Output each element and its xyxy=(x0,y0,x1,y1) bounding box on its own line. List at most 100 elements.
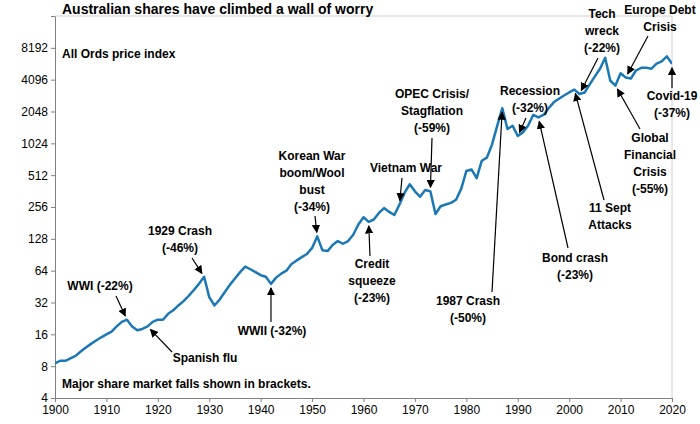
y-tick-label: 4096 xyxy=(21,73,48,87)
y-tick-label: 8 xyxy=(41,360,48,374)
y-tick-mark xyxy=(51,175,55,176)
x-tick-mark xyxy=(569,398,570,402)
annotation-arrow xyxy=(369,226,370,256)
y-tick-label: 32 xyxy=(35,296,49,310)
x-tick-label: 1910 xyxy=(94,403,121,417)
x-tick: 2000 xyxy=(556,398,583,417)
x-tick-label: 1990 xyxy=(505,403,532,417)
annotation-text: Covid-19 xyxy=(647,89,698,103)
annotation-text: Financial xyxy=(624,148,676,162)
annotation-arrow xyxy=(628,36,648,74)
annotation-arrow xyxy=(192,258,202,273)
annotation-arrow xyxy=(617,89,640,129)
x-tick-mark xyxy=(621,398,622,402)
x-tick: 1980 xyxy=(453,398,480,417)
x-axis-line xyxy=(56,399,673,403)
y-tick: 16 xyxy=(35,328,55,342)
annotation-text: Attacks xyxy=(588,218,632,232)
annotation-text: squeeze xyxy=(348,274,396,288)
y-tick: 4096 xyxy=(21,73,55,87)
annotation-text: Global xyxy=(631,131,668,145)
x-tick-mark xyxy=(415,398,416,402)
annotation-text: Korean War xyxy=(279,149,346,163)
annotation: 1929 Crash(-46%) xyxy=(148,224,212,273)
annotation: Recession(-32%) xyxy=(500,84,560,132)
annotation-text: (-32%) xyxy=(512,101,548,115)
annotation-text: Credit xyxy=(355,257,390,271)
annotation-text: (-59%) xyxy=(414,121,450,135)
x-tick-label: 2020 xyxy=(659,403,686,417)
annotation-text: Crisis xyxy=(633,165,667,179)
annotation-text: (-23%) xyxy=(354,291,390,305)
annotation: WWI (-22%) xyxy=(67,279,132,316)
y-tick-label: 512 xyxy=(28,169,48,183)
y-tick-mark xyxy=(51,303,55,304)
annotation: Spanish flu xyxy=(150,329,237,365)
chart: 4816326412825651210242048409681921900191… xyxy=(0,0,700,424)
annotation-arrow xyxy=(519,118,526,132)
annotation-text: WWI (-22%) xyxy=(67,279,132,293)
y-tick: 8192 xyxy=(21,41,55,55)
x-tick-mark xyxy=(672,398,673,402)
annotation-arrow xyxy=(581,58,598,90)
y-tick: 8 xyxy=(41,360,55,374)
y-tick: 64 xyxy=(35,264,55,278)
annotation-arrow xyxy=(315,216,317,232)
y-tick-mark xyxy=(51,366,55,367)
annotation: Covid-19(-37%) xyxy=(647,68,698,120)
annotation-arrow xyxy=(671,68,672,88)
y-tick-mark xyxy=(51,334,55,335)
y-tick: 512 xyxy=(28,169,55,183)
x-tick: 1950 xyxy=(299,398,326,417)
y-tick-label: 16 xyxy=(35,328,49,342)
annotation-arrow xyxy=(150,329,172,352)
annotation-arrow xyxy=(116,296,125,316)
x-tick-label: 2000 xyxy=(556,403,583,417)
x-tick-mark xyxy=(312,398,313,402)
annotation-text: 11 Sept xyxy=(589,201,631,215)
x-tick: 1900 xyxy=(42,398,69,417)
annotation-text: bust xyxy=(299,183,324,197)
y-tick: 32 xyxy=(35,296,55,310)
annotation-text: 1987 Crash xyxy=(436,294,500,308)
annotation-text: (-23%) xyxy=(557,268,593,282)
x-tick-mark xyxy=(158,398,159,402)
y-tick-mark xyxy=(51,398,55,399)
title: Australian shares have climbed a wall of… xyxy=(62,1,373,17)
x-tick: 1960 xyxy=(351,398,378,417)
x-tick-label: 1900 xyxy=(42,403,69,417)
y-tick-label: 2048 xyxy=(21,105,48,119)
annotation-text: (-55%) xyxy=(632,182,668,196)
x-tick-label: 1960 xyxy=(351,403,378,417)
x-tick-label: 2010 xyxy=(608,403,635,417)
annotation-arrow xyxy=(492,112,502,292)
y-tick-mark xyxy=(51,143,55,144)
x-axis: 1900191019201930194019501960197019801990… xyxy=(42,398,686,417)
annotation: WWII (-32%) xyxy=(238,288,307,338)
annotations: WWI (-22%) Spanish flu 1929 Crash(-46%) WWI… xyxy=(67,3,697,365)
y-tick-mark xyxy=(51,112,55,113)
annotation: Korean Warboom/Woolbust(-34%) xyxy=(279,149,346,232)
x-tick: 1970 xyxy=(402,398,429,417)
annotation-text: Bond crash xyxy=(542,251,608,265)
annotation: OPEC Crisis/Stagflation(-59%) xyxy=(395,87,470,187)
x-tick-mark xyxy=(466,398,467,402)
footnote: Major share market falls shown in bracke… xyxy=(62,377,311,391)
y-tick: 128 xyxy=(28,232,55,246)
annotation-arrow xyxy=(400,178,402,201)
annotation: 11 Sept Attacks xyxy=(575,93,632,232)
annotation-text: Tech xyxy=(588,7,615,21)
index-line xyxy=(55,56,672,363)
y-tick: 2048 xyxy=(21,105,55,119)
annotation-text: (-34%) xyxy=(294,200,330,214)
y-tick-mark xyxy=(51,207,55,208)
y-tick: 1024 xyxy=(21,137,55,151)
x-tick: 2020 xyxy=(659,398,686,417)
annotation-text: (-46%) xyxy=(162,241,198,255)
y-tick-mark xyxy=(51,271,55,272)
annotation-text: wreck xyxy=(584,24,619,38)
x-tick-label: 1920 xyxy=(145,403,172,417)
annotation: Credit squeeze (-23%) xyxy=(348,226,396,305)
annotation: Techwreck(-22%) xyxy=(581,7,620,90)
annotation-text: Europe Debt xyxy=(624,3,695,17)
